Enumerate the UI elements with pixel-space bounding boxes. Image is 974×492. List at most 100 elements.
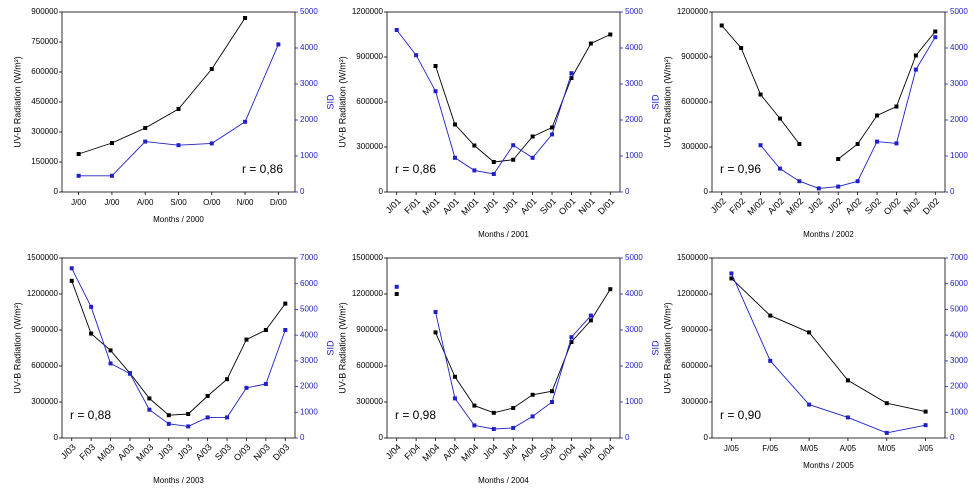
y-tick-label: 300000	[681, 397, 708, 406]
data-point	[176, 143, 181, 148]
data-point	[433, 310, 438, 314]
x-tick-label: A/04	[441, 442, 461, 462]
data-point	[923, 423, 928, 428]
data-point	[225, 377, 230, 382]
data-point	[108, 361, 113, 366]
data-point	[729, 276, 734, 281]
y2-tick-label: 5000	[950, 7, 968, 16]
x-axis-label: Months / 2004	[478, 476, 529, 485]
data-point	[875, 113, 880, 118]
data-point	[225, 415, 230, 420]
x-tick-label: S/03	[213, 442, 233, 462]
y-tick-label: 1200000	[352, 289, 384, 298]
chart-panel: 0 300000 600000 900000 1200000 1500000 0 1000 20…	[337, 253, 660, 485]
y2-tick-label: 5000	[950, 305, 968, 314]
x-tick-label: M/05	[800, 444, 818, 453]
y2-tick-label: 1000	[300, 151, 318, 160]
y2-tick-label: 4000	[625, 43, 643, 52]
data-point	[472, 403, 477, 408]
x-tick-label: J/05	[918, 444, 934, 453]
y2-tick-label: 1000	[625, 397, 643, 406]
y-tick-label: 600000	[31, 67, 58, 76]
x-tick-label: J/05	[724, 444, 740, 453]
y-tick-label: 1200000	[352, 7, 384, 16]
y2-axis-label: SID	[325, 340, 335, 356]
x-tick-label: O/01	[557, 196, 578, 217]
x-tick-label: S/01	[538, 196, 558, 216]
y-tick-label: 0	[54, 187, 59, 196]
data-point	[933, 29, 938, 34]
x-tick-label: O/04	[557, 442, 578, 463]
data-point	[394, 292, 399, 296]
series-line	[435, 288, 611, 414]
y-tick-label: 900000	[356, 325, 383, 334]
data-point	[394, 284, 399, 289]
data-point	[845, 415, 850, 420]
data-point	[511, 143, 516, 148]
data-point	[807, 330, 812, 335]
series-line	[71, 268, 286, 427]
data-point	[452, 396, 457, 401]
data-point	[76, 152, 81, 156]
data-point	[588, 41, 593, 46]
y2-tick-label: 0	[950, 433, 955, 442]
data-point	[433, 330, 438, 335]
data-point	[530, 134, 535, 139]
data-point	[69, 266, 74, 271]
x-tick-label: N/01	[576, 196, 597, 217]
x-tick-label: A/04	[519, 442, 539, 462]
data-point	[89, 331, 94, 336]
x-tick-label: M/01	[420, 196, 441, 217]
x-tick-label: A/01	[519, 196, 539, 216]
y-tick-label: 1200000	[677, 7, 709, 16]
data-point	[276, 42, 281, 47]
data-point	[491, 160, 496, 164]
data-point	[845, 378, 850, 383]
data-point	[588, 318, 593, 323]
series-line	[71, 280, 286, 416]
data-point	[768, 358, 773, 363]
y-axis-label: UV-B Radiation (W/m²)	[12, 302, 22, 394]
data-point	[186, 412, 191, 416]
y2-tick-label: 5000	[625, 253, 643, 262]
data-point	[530, 155, 535, 160]
chart-panel: 0 300000 600000 900000 1200000 1500000 0 1000 20…	[662, 253, 968, 470]
data-point	[176, 107, 181, 111]
x-tick-label: N/04	[576, 442, 597, 463]
data-point	[923, 409, 928, 414]
x-tick-label: F/04	[402, 442, 422, 462]
data-point	[491, 410, 496, 415]
data-point	[550, 389, 555, 394]
y-tick-label: 900000	[356, 52, 383, 61]
y-tick-label: 0	[379, 187, 384, 196]
x-tick-label: M/02	[784, 196, 805, 217]
annotation: r = 0,90	[720, 408, 761, 422]
annotation: r = 0,88	[70, 408, 111, 422]
data-point	[472, 423, 477, 428]
y-tick-label: 450000	[31, 97, 58, 106]
x-tick-label: S/00	[170, 198, 187, 207]
y2-tick-label: 4000	[950, 43, 968, 52]
data-point	[511, 425, 516, 430]
y2-tick-label: 2000	[300, 382, 318, 391]
data-point	[569, 71, 574, 76]
data-point	[768, 313, 773, 318]
data-point	[491, 427, 496, 431]
data-point	[588, 313, 593, 318]
data-point	[143, 139, 148, 144]
data-point	[569, 335, 574, 340]
y2-tick-label: 5000	[300, 7, 318, 16]
data-point	[147, 396, 152, 401]
x-tick-label: A/02	[766, 196, 786, 216]
x-tick-label: F/02	[727, 196, 747, 216]
data-point	[807, 402, 812, 407]
data-point	[569, 340, 574, 344]
y2-axis-label: SID	[650, 340, 660, 356]
x-tick-label: N/02	[901, 196, 922, 217]
y2-tick-label: 4000	[300, 43, 318, 52]
x-axis-label: Months / 2005	[803, 461, 854, 470]
data-point	[472, 168, 477, 173]
data-point	[836, 157, 841, 161]
x-tick-label: J/01	[384, 196, 403, 215]
data-point	[729, 271, 734, 276]
